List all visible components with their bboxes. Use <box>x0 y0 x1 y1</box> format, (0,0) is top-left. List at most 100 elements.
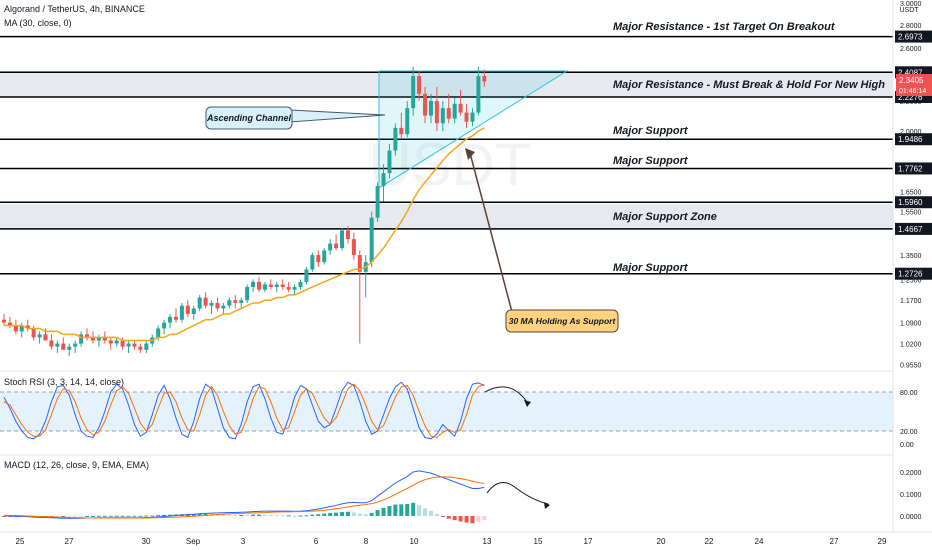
macd-hist-bar <box>345 511 350 516</box>
candle-body <box>73 343 78 347</box>
macd-hist-bar <box>102 515 107 517</box>
candle-body <box>120 340 125 347</box>
candle-body <box>298 281 303 288</box>
level-tag-bg <box>895 196 932 209</box>
candle-body <box>61 343 66 350</box>
candle-body <box>221 305 226 309</box>
candle-body <box>2 319 6 323</box>
macd-hist-bar <box>375 510 380 516</box>
level-tag-value: 2.2276 <box>898 93 923 102</box>
price-tick: 0.9550 <box>900 362 922 369</box>
callout-box <box>505 309 619 333</box>
macd-hist-bar <box>67 516 72 517</box>
candle-body <box>476 76 481 113</box>
macd-hist-bar <box>322 513 327 516</box>
macd-hist-bar <box>423 508 428 516</box>
candle-body <box>31 328 36 338</box>
macd-hist-bar <box>114 515 119 517</box>
macd-hist-bar <box>357 513 362 516</box>
stoch-band <box>0 392 893 431</box>
time-axis[interactable]: 25 27 30 Sep 3 6 8 10 13 15 17 20 22 24 27 29 <box>0 531 932 546</box>
macd-tick-labels: 0.2000 0.1000 0.0000 <box>900 470 922 521</box>
candle-body <box>345 230 350 240</box>
ma-support-callout[interactable]: 30 MA Holding As Support <box>505 309 619 333</box>
macd-hist-bar <box>251 514 256 516</box>
candle-body <box>417 76 422 94</box>
macd-hist-bar <box>262 514 267 516</box>
stoch-d-line <box>3 383 485 439</box>
time-tick: 29 <box>878 537 887 546</box>
annotation-major-support-2: Major Support <box>613 155 689 167</box>
macd-hist-bar <box>369 512 374 516</box>
price-scale[interactable]: USDT 3.00002.80002.60002.40002.20002.000… <box>892 0 932 532</box>
candle-body <box>102 337 107 341</box>
ascending-channel-callout[interactable]: Ascending Channel <box>205 106 386 130</box>
candle-body <box>369 217 374 263</box>
candle-body <box>322 250 327 263</box>
candle-body <box>458 103 463 113</box>
price-tick: 2.8000 <box>900 23 922 30</box>
price-tick: 1.3500 <box>900 253 922 260</box>
candle-body <box>268 284 273 288</box>
candle-body <box>464 112 469 122</box>
annotation-major-support-zone: Major Support Zone <box>613 211 717 223</box>
macd-hist-bar <box>446 516 451 519</box>
time-tick: 20 <box>657 537 666 546</box>
time-tick: 6 <box>314 537 319 546</box>
candles <box>2 66 487 357</box>
macd-hist-bar <box>280 515 285 517</box>
candle-body <box>25 325 30 329</box>
macd-pane[interactable] <box>2 470 550 524</box>
price-pane[interactable]: USDT Ascending Channel 30 MA Holding As … <box>0 21 893 357</box>
macd-hist-bar <box>464 516 469 523</box>
macd-hist-bar <box>268 514 273 516</box>
macd-hist-bar <box>417 505 422 516</box>
macd-hist-bar <box>2 516 6 517</box>
candle-body <box>144 343 149 350</box>
candle-body <box>351 239 356 256</box>
last-price-tag: 2.3405 01:46:14 <box>896 74 932 96</box>
macd-hist-bar <box>351 512 356 516</box>
annotation-major-support-1: Major Support <box>613 125 689 137</box>
currency-label: USDT <box>899 7 919 14</box>
callout-label: 30 MA Holding As Support <box>509 316 617 326</box>
candle-body <box>251 281 256 288</box>
ma-legend: MA (30, close, 0) <box>4 18 72 28</box>
macd-hist-bar <box>79 516 84 517</box>
level-tag-bg <box>895 30 932 43</box>
macd-hist-bar <box>162 514 167 516</box>
time-tick: 8 <box>364 537 369 546</box>
candle-body <box>452 103 457 119</box>
macd-hist-bar <box>132 515 137 517</box>
macd-projection-curve <box>486 482 549 505</box>
macd-hist-bar <box>476 516 481 522</box>
stoch-k-line <box>3 381 485 440</box>
macd-hist-bar <box>440 516 445 517</box>
time-tick: 27 <box>65 537 74 546</box>
stoch-tick: 20.00 <box>900 429 918 436</box>
stoch-rsi-pane[interactable] <box>0 381 893 440</box>
candle-body <box>328 243 333 251</box>
macd-hist-bar <box>61 516 66 517</box>
macd-hist-bar <box>405 503 410 516</box>
stoch-tick-labels: 80.00 20.00 0.00 <box>900 390 918 449</box>
candle-body <box>357 255 362 272</box>
candle-body <box>96 337 101 341</box>
price-tick: 1.5500 <box>900 209 922 216</box>
ma-30-line <box>4 127 485 342</box>
level-tag-value: 1.4667 <box>898 225 923 234</box>
macd-hist-bar <box>434 514 439 516</box>
price-tick: 1.0200 <box>900 342 922 349</box>
macd-hist-bar <box>126 515 131 517</box>
candle-body <box>191 308 196 315</box>
candle-body <box>399 127 404 135</box>
macd-hist-bar <box>156 515 161 517</box>
candle-body <box>197 297 202 309</box>
candle-body <box>340 230 345 249</box>
macd-projection-arrow <box>544 502 550 509</box>
macd-hist-bar <box>428 510 433 516</box>
candle-body <box>256 281 261 290</box>
candle-body <box>79 334 84 344</box>
macd-tick: 0.1000 <box>900 492 922 499</box>
